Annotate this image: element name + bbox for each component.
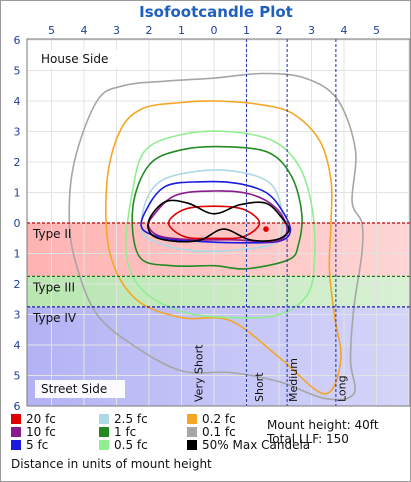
range-label-very-short: Very Short (193, 344, 206, 402)
band-label-type-iii: Type III (32, 280, 75, 294)
legend-label-0_5fc: 0.5 fc (114, 437, 148, 452)
street-side-label: Street Side (41, 382, 107, 396)
x-tick-label: 0 (211, 24, 218, 37)
y-tick-label: 2 (14, 278, 21, 291)
y-tick-label: 1 (14, 248, 21, 261)
x-tick-label: 4 (81, 24, 88, 37)
units-note-text: Distance in units of mount height (11, 457, 212, 471)
legend-swatch-0_5fc (99, 439, 109, 450)
max-candela-point (263, 226, 269, 232)
x-tick-label: 1 (243, 24, 250, 37)
legend-swatch-10fc (11, 426, 21, 437)
x-tick-label: 5 (48, 24, 55, 37)
legend-label-20fc: 20 fc (26, 411, 56, 426)
y-tick-label: 6 (14, 400, 21, 411)
x-tick-label: 4 (341, 24, 348, 37)
legend-item-2_5fc: 2.5 fc (99, 411, 148, 426)
plot-area (27, 39, 410, 406)
contour-0_2fc (104, 100, 342, 395)
contour-1fc (131, 145, 303, 270)
y-tick-label: 2 (14, 156, 21, 169)
legend-item-1fc: 1 fc (99, 424, 137, 439)
y-tick-label: 5 (14, 65, 21, 78)
range-label-long: Long (336, 375, 349, 402)
legend-label-1fc: 1 fc (114, 424, 137, 439)
contour-2_5fc (140, 169, 284, 253)
band-label-type-ii: Type II (32, 227, 71, 241)
x-tick-label: 3 (308, 24, 315, 37)
isofootcandle-chart: Very Short Short Medium Long Type II Type III… (14, 3, 411, 411)
legend-label-0_1fc: 0.1 fc (202, 424, 236, 439)
y-tick-label: 0 (14, 217, 21, 230)
x-tick-label: 1 (178, 24, 185, 37)
legend-label-0_2fc: 0.2 fc (202, 411, 236, 426)
x-tick-label: 3 (113, 24, 120, 37)
legend-item-0_1fc: 0.1 fc (187, 424, 236, 439)
chart-title: Isofootcandle Plot (139, 3, 293, 21)
legend-label-5fc: 5 fc (26, 437, 49, 452)
y-tick-label: 5 (14, 370, 21, 383)
legend-swatch-0_1fc (187, 426, 197, 437)
y-tick-label: 1 (14, 187, 21, 200)
total-llf-text: Total LLF: 150 (267, 432, 349, 446)
range-label-short: Short (253, 372, 266, 402)
band-type-ii (27, 223, 410, 277)
x-tick-label: 2 (146, 24, 153, 37)
legend-swatch-2_5fc (99, 413, 109, 424)
y-tick-label: 3 (14, 309, 21, 322)
contour-5fc (140, 180, 292, 244)
y-tick-label: 6 (14, 34, 21, 47)
legend-label-10fc: 10 fc (26, 424, 56, 439)
range-label-medium: Medium (287, 358, 300, 402)
legend-item-0_2fc: 0.2 fc (187, 411, 236, 426)
y-tick-label: 3 (14, 126, 21, 139)
legend-item-20fc: 20 fc (11, 411, 56, 426)
band-label-type-iv: Type IV (32, 311, 77, 325)
contour-max-candela (147, 199, 290, 243)
legend-swatch-max-candela (187, 439, 197, 450)
legend-swatch-5fc (11, 439, 21, 450)
legend-item-max-candela: 50% Max Candela (187, 437, 311, 452)
house-side-box (35, 50, 125, 68)
x-tick-label: 5 (373, 24, 380, 37)
legend-swatch-0_2fc (187, 413, 197, 424)
legend-swatch-1fc (99, 426, 109, 437)
band-type-iii (27, 276, 410, 307)
street-side-box (35, 380, 125, 398)
x-tick-label: 2 (276, 24, 283, 37)
mount-height-text: Mount height: 40ft (267, 418, 379, 432)
y-tick-label: 4 (14, 339, 21, 352)
plot-border (26, 38, 411, 407)
legend-item-10fc: 10 fc (11, 424, 56, 439)
y-tick-label: 4 (14, 95, 21, 108)
legend-item-5fc: 5 fc (11, 437, 49, 452)
legend-swatch-20fc (11, 413, 21, 424)
house-side-label: House Side (41, 52, 108, 66)
legend-item-0_5fc: 0.5 fc (99, 437, 148, 452)
legend-label-2_5fc: 2.5 fc (114, 411, 148, 426)
legend-label-max-candela: 50% Max Candela (202, 437, 311, 452)
contour-0_5fc (125, 130, 316, 319)
